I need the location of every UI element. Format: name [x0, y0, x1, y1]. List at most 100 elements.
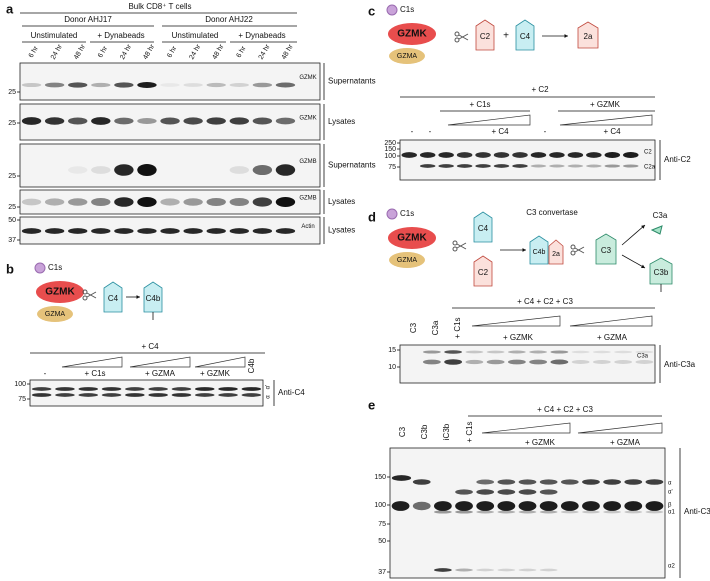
band: [229, 166, 249, 174]
marker-label: 75: [18, 396, 26, 403]
label: C1s: [400, 209, 414, 218]
label: C2: [480, 32, 491, 41]
band: [275, 82, 296, 88]
band: [91, 117, 111, 125]
band: [183, 228, 203, 234]
scissors: [452, 240, 458, 246]
label: + GZMA: [610, 438, 641, 447]
label: GZMA: [397, 53, 418, 60]
band: [571, 350, 590, 354]
band: [635, 350, 654, 354]
marker-label: 10: [388, 364, 396, 371]
c1s-icon: [34, 262, 46, 274]
band: [476, 501, 495, 511]
band: [476, 489, 495, 495]
band: [160, 198, 180, 206]
lane-label: C4b: [247, 358, 256, 373]
band: [592, 350, 611, 354]
band: [275, 228, 296, 234]
band: [229, 83, 249, 87]
band: [582, 501, 600, 511]
label: C3a: [653, 211, 668, 220]
label: + C4: [491, 127, 509, 136]
band: [549, 152, 565, 158]
label: Supernatants: [328, 161, 376, 170]
protein-icon: [595, 233, 617, 265]
band: [530, 152, 547, 158]
band: [476, 479, 495, 485]
band: [21, 228, 42, 234]
blot: [399, 139, 656, 181]
band: [68, 166, 88, 174]
lane-label: + C1s: [465, 421, 474, 442]
lane-label: iC3b: [442, 423, 451, 440]
lane-label: -: [44, 369, 47, 378]
lane-label: C3a: [431, 320, 440, 335]
marker-label: 150: [384, 146, 396, 153]
lane-label: -: [411, 127, 414, 136]
band: [68, 82, 88, 88]
band: [229, 117, 249, 125]
protein-icon: [577, 21, 599, 49]
label: Donor AHJ17: [64, 15, 112, 24]
scissors: [456, 242, 467, 250]
band: [91, 228, 111, 234]
band: [229, 198, 249, 206]
band: [412, 501, 431, 511]
label: C3: [601, 246, 612, 255]
band: [507, 359, 526, 365]
band: [623, 152, 639, 158]
band: [206, 117, 226, 125]
band: [530, 164, 547, 168]
lane-label: C3: [409, 322, 418, 333]
c1s-icon: [386, 4, 398, 16]
band: [603, 501, 621, 511]
band: [455, 510, 473, 514]
band: [475, 164, 491, 168]
band: [586, 164, 602, 168]
label: + C4: [141, 342, 159, 351]
band: [171, 393, 192, 397]
band: [438, 152, 454, 158]
label: C1s: [400, 5, 414, 14]
gzmk-icon: [36, 281, 84, 303]
label: C3 convertase: [526, 208, 578, 217]
band: [114, 164, 134, 176]
band: [497, 479, 516, 485]
band: [614, 360, 633, 364]
label: GZMK: [299, 116, 316, 122]
panel-label: d: [368, 209, 376, 224]
lane-label: C3b: [420, 424, 429, 439]
label: + GZMK: [503, 333, 534, 342]
band: [455, 501, 473, 511]
lane-label: 6 hr: [236, 45, 248, 60]
band: [444, 350, 463, 354]
label: GZMA: [45, 311, 66, 318]
lane-label: + C1s: [84, 369, 105, 378]
band: [44, 198, 65, 206]
band: [275, 197, 296, 207]
label: Anti-C3: [684, 507, 710, 516]
band: [183, 117, 203, 125]
band: [229, 228, 249, 234]
band: [160, 228, 180, 234]
scissors: [570, 250, 576, 256]
marker-label: 100: [374, 502, 386, 509]
lane-label: 48 hr: [73, 43, 87, 61]
label: C2: [644, 150, 652, 156]
band: [68, 117, 88, 125]
band: [422, 359, 441, 365]
band: [518, 489, 537, 495]
band: [603, 479, 621, 485]
band: [635, 360, 654, 364]
band: [55, 387, 75, 391]
scissors: [452, 246, 458, 252]
band: [275, 117, 296, 125]
label: C4: [108, 294, 119, 303]
band: [68, 228, 88, 234]
band: [518, 510, 537, 514]
marker-label: 50: [378, 538, 386, 545]
band: [183, 83, 203, 87]
label: α: [266, 395, 272, 399]
protein-icon: [548, 239, 564, 265]
